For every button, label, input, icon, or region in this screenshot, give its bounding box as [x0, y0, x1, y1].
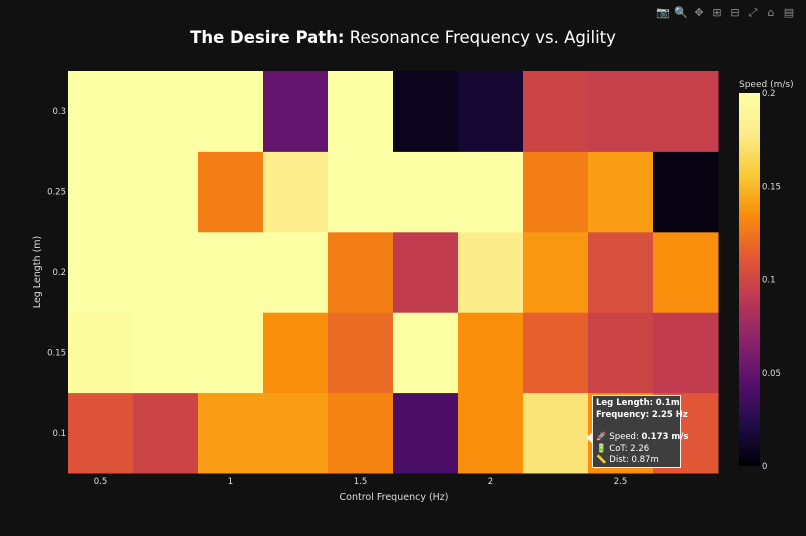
tooltip-speed-value: 0.173 m/s [641, 432, 689, 442]
heatmap-cell[interactable] [328, 151, 394, 233]
heatmap-cell[interactable] [653, 151, 719, 233]
heatmap-cell[interactable] [133, 151, 199, 233]
zoom-in-icon[interactable]: ⊞ [712, 6, 722, 19]
heatmap-cell[interactable] [393, 392, 459, 474]
y-tick-label: 0.3 [52, 107, 66, 117]
heatmap-cell[interactable] [133, 231, 199, 313]
reset-axes-icon[interactable]: ⌂ [767, 6, 775, 19]
heatmap-cell[interactable] [133, 392, 199, 474]
tooltip-leg-value: 0.1m [655, 398, 680, 408]
camera-icon[interactable]: 📷 [656, 6, 670, 19]
heatmap-cell[interactable] [198, 392, 264, 474]
heatmap-cell[interactable] [198, 231, 264, 313]
heatmap-cell[interactable] [523, 312, 589, 394]
heatmap-cell[interactable] [263, 312, 329, 394]
heatmap-cell[interactable] [263, 151, 329, 233]
y-tick-label: 0.15 [47, 348, 66, 358]
heatmap-cell[interactable] [458, 231, 524, 313]
heatmap-cell[interactable] [328, 231, 394, 313]
y-tick-label: 0.2 [52, 268, 66, 278]
tooltip-dist-label: Dist: [609, 455, 632, 465]
zoom-out-icon[interactable]: ⊟ [730, 6, 740, 19]
heatmap-cell[interactable] [523, 231, 589, 313]
heatmap-cell[interactable] [198, 151, 264, 233]
heatmap-cell[interactable] [393, 151, 459, 233]
heatmap-cell[interactable] [458, 71, 524, 152]
tooltip-cot-label: CoT: [609, 443, 631, 454]
y-tick-label: 0.1 [52, 429, 66, 439]
heatmap-cell[interactable] [133, 312, 199, 394]
y-axis-label: Leg Length (m) [32, 236, 43, 308]
heatmap-cell[interactable] [523, 71, 589, 152]
heatmap-cell[interactable] [263, 231, 329, 313]
heatmap-cell[interactable] [458, 151, 524, 233]
heatmap-cell[interactable] [68, 151, 134, 233]
colorbar-tick-label: 0 [762, 462, 767, 472]
battery-icon: 🔋 [596, 443, 607, 454]
colorbar-title: Speed (m/s) [739, 80, 794, 90]
heatmap-cell[interactable] [588, 231, 654, 313]
hover-tooltip: Leg Length: 0.1m Frequency: 2.25 Hz 🚀 Sp… [592, 395, 688, 468]
heatmap-cell[interactable] [68, 231, 134, 313]
heatmap-cell[interactable] [588, 71, 654, 152]
tooltip-leg-label: Leg Length: [596, 398, 654, 408]
colorbar-tick-label: 0.2 [762, 89, 776, 99]
x-axis-ticks: 0.5 1 1.5 2 2.5 [94, 477, 628, 487]
heatmap-cell[interactable] [198, 71, 264, 152]
x-tick-label: 1.5 [354, 477, 368, 487]
colorbar-tick-label: 0.1 [762, 276, 776, 286]
x-tick-label: 2.5 [614, 477, 628, 487]
heatmap-cell[interactable] [328, 312, 394, 394]
autoscale-icon[interactable]: ⤢ [748, 6, 758, 19]
heatmap-cells[interactable] [68, 71, 719, 474]
heatmap-cell[interactable] [328, 392, 394, 474]
zoom-icon[interactable]: 🔍 [674, 6, 688, 19]
heatmap-cell[interactable] [588, 151, 654, 233]
heatmap-cell[interactable] [653, 231, 719, 313]
x-tick-label: 0.5 [94, 477, 108, 487]
colorbar-tick-label: 0.15 [762, 182, 781, 192]
tooltip-speed-label: Speed: [609, 432, 642, 442]
heatmap-cell[interactable] [523, 151, 589, 233]
heatmap-cell[interactable] [263, 392, 329, 474]
x-axis-label: Control Frequency (Hz) [340, 492, 449, 503]
heatmap-cell[interactable] [393, 231, 459, 313]
pan-icon[interactable]: ✥ [694, 6, 704, 19]
colorbar-ticks: 0 0.05 0.1 0.15 0.2 [762, 89, 781, 472]
chart-title-rest: Resonance Frequency vs. Agility [345, 28, 617, 47]
heatmap-cell[interactable] [653, 71, 719, 152]
heatmap-cell[interactable] [198, 312, 264, 394]
y-tick-label: 0.25 [47, 188, 66, 198]
tooltip-freq-value: 2.25 Hz [651, 409, 688, 420]
heatmap-cell[interactable] [458, 312, 524, 394]
plotly-logo-icon[interactable]: ▤ [783, 6, 795, 19]
heatmap-cell[interactable] [68, 392, 134, 474]
chart-title-bold: The Desire Path: [190, 28, 344, 47]
heatmap-cell[interactable] [523, 392, 589, 474]
x-tick-label: 2 [488, 477, 493, 487]
heatmap-cell[interactable] [328, 71, 394, 152]
y-axis-ticks: 0.1 0.15 0.2 0.25 0.3 [47, 107, 66, 439]
heatmap-cell[interactable] [653, 312, 719, 394]
colorbar-tick-label: 0.05 [762, 369, 781, 379]
heatmap-cell[interactable] [458, 392, 524, 474]
heatmap-cell[interactable] [133, 71, 199, 152]
heatmap-cell[interactable] [68, 71, 134, 152]
tooltip-arrow [586, 432, 593, 444]
colorbar [739, 93, 760, 466]
heatmap-cell[interactable] [393, 71, 459, 152]
tooltip-freq-label: Frequency: [596, 409, 650, 420]
modebar: 📷 🔍 ✥ ⊞ ⊟ ⤢ ⌂ ▤ [656, 6, 796, 20]
heatmap-cell[interactable] [263, 71, 329, 152]
heatmap-cell[interactable] [393, 312, 459, 394]
x-tick-label: 1 [228, 477, 233, 487]
heatmap-cell[interactable] [68, 312, 134, 394]
heatmap-cell[interactable] [588, 312, 654, 394]
chart-title: The Desire Path: Resonance Frequency vs.… [190, 28, 616, 47]
ruler-icon: 📏 [596, 455, 607, 465]
rocket-icon: 🚀 [596, 432, 607, 442]
tooltip-dist-value: 0.87m [631, 455, 659, 465]
tooltip-cot-value: 2.26 [630, 443, 650, 454]
